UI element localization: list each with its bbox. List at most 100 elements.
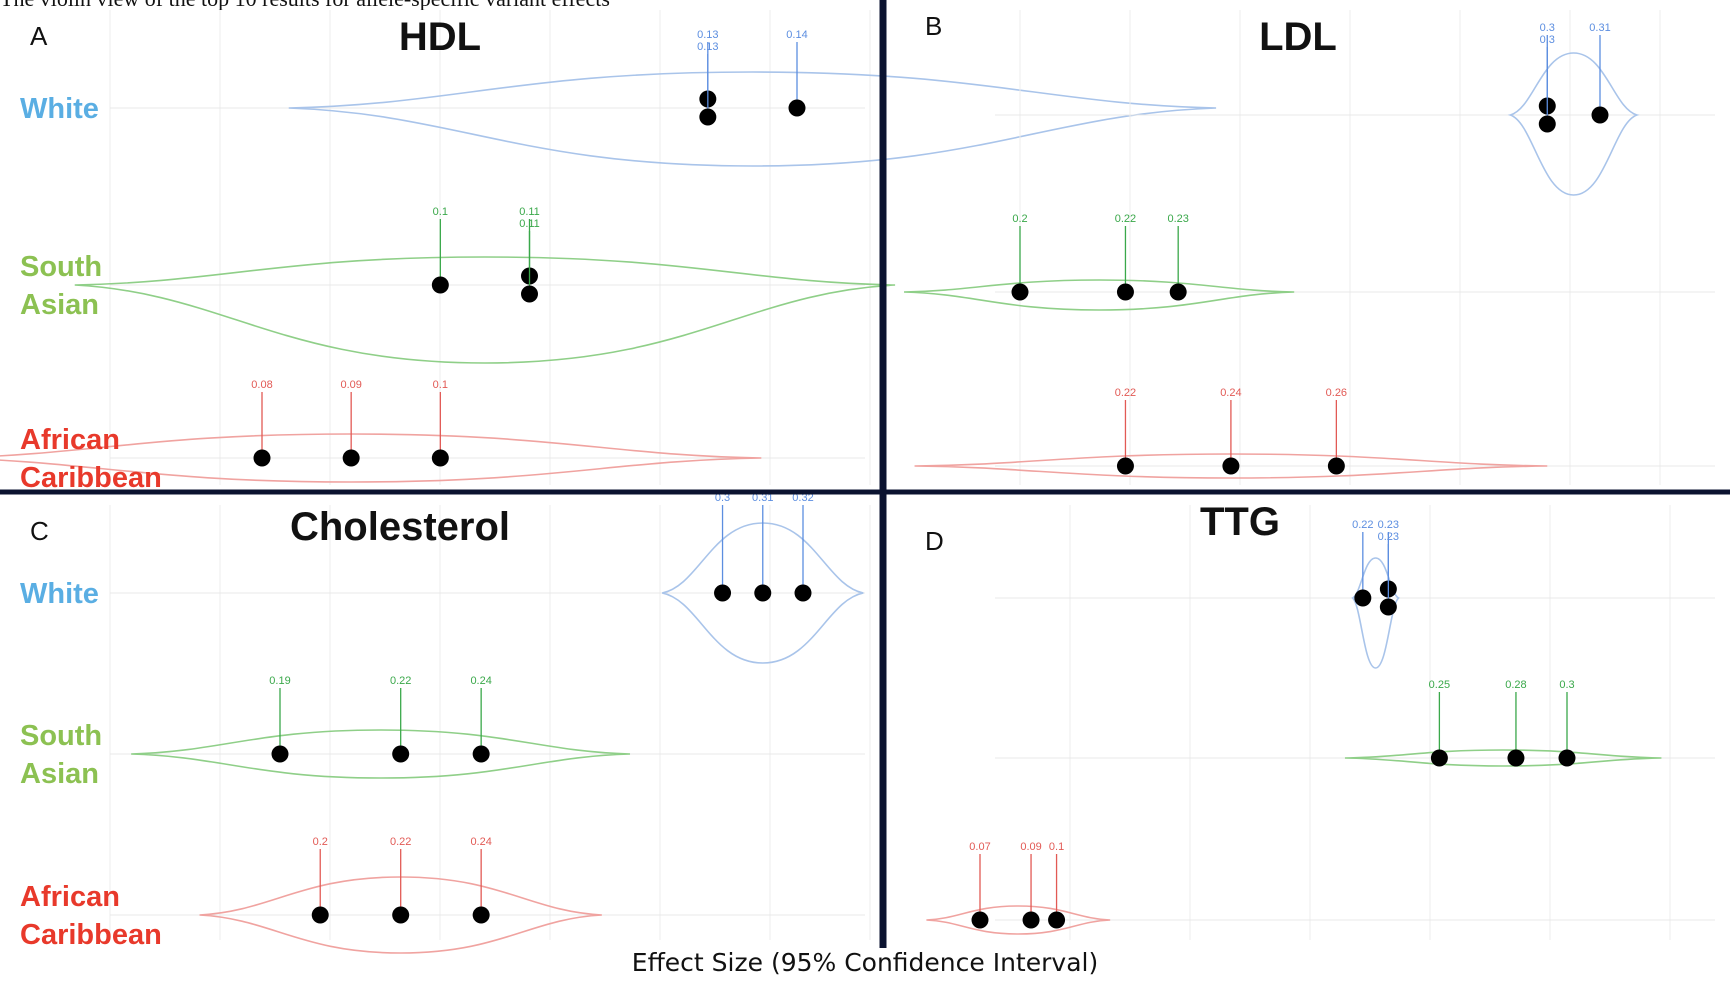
row-label-white: White [20,93,99,125]
data-label: 0.22 [1352,519,1373,531]
data-label: 0.28 [1505,679,1526,691]
row-label-south-asian: Asian [20,758,99,790]
data-point [1538,115,1556,133]
data-point [1048,911,1066,929]
data-point [1430,749,1448,767]
data-label: 0.1 [433,206,448,218]
data-label: 0.13 [697,29,718,41]
data-label: 0.13 [697,41,718,53]
data-point [699,108,717,126]
panel-letter: A [30,21,48,51]
data-label: 0.09 [1020,841,1041,853]
data-point [521,285,538,303]
panel-D: D TTG 0.22 0.230.23 0.25 0.28 0.3 0.07 0.09 0.1 [925,500,1715,940]
data-label: 0.1 [433,379,448,391]
data-label: 0.23 [1167,213,1188,225]
violin-african-caribbean [199,876,602,954]
panel-letter: B [925,11,942,41]
data-point [1116,457,1134,475]
data-point [794,584,812,602]
violin-white [1351,557,1401,669]
data-label: 0.22 [1115,213,1136,225]
row-label-african-caribbean: Caribbean [20,919,162,951]
data-label: 0.23 [1378,531,1399,543]
row-label-african-caribbean: Caribbean [20,462,162,494]
data-label: 0.23 [1378,519,1399,531]
data-label: 0.24 [470,675,491,687]
data-label: 0.26 [1326,387,1347,399]
data-label: 0.31 [1589,22,1610,34]
panel-B: B LDL 0.30.3 0.31 0.2 0.22 0.23 0.22 0.24 0.26 [903,10,1715,485]
panel-letter: D [925,526,944,556]
data-label: 0.14 [786,29,807,41]
data-point [253,449,271,467]
row-label-south-asian: South [20,251,102,283]
violin-african-caribbean [914,453,1548,479]
data-point [1591,106,1609,124]
data-point [342,449,360,467]
data-point [1169,283,1187,301]
violin-white [662,522,864,664]
data-point [431,276,449,294]
data-label: 0.22 [1115,387,1136,399]
data-label: 0.25 [1429,679,1450,691]
data-point [271,745,289,763]
row-label-african-caribbean: African [20,881,120,913]
data-label: 0.07 [969,841,990,853]
data-point [431,449,449,467]
data-point [1354,589,1372,607]
panel-C: C Cholesterol 0.3 0.31 0.32 White 0.19 0.22 0.24… [20,492,871,954]
data-label: 0.08 [251,379,272,391]
data-label: 0.24 [470,836,491,848]
row-label-south-asian: Asian [20,289,99,321]
data-label: 0.19 [269,675,290,687]
panel-title: LDL [1259,15,1337,59]
data-point [971,911,989,929]
violin-south-asian [903,279,1295,311]
data-label: 0.32 [792,492,813,504]
panel-letter: C [30,516,49,546]
data-label: 0.11 [519,218,540,230]
panel-title: HDL [399,15,481,59]
data-point [714,584,732,602]
data-point [311,906,329,924]
panel-title: TTG [1200,500,1280,544]
figure-caption-fragment: The violin view of the top 10 results fo… [0,0,1730,10]
data-point [754,584,772,602]
data-label: 0.3 [1559,679,1574,691]
violin-white [1507,52,1640,196]
data-point [392,906,410,924]
data-label: 0.2 [313,836,328,848]
row-label-african-caribbean: African [20,424,120,456]
violin-african-caribbean [926,905,1111,935]
data-point [1507,749,1525,767]
violin-south-asian [74,256,896,364]
data-point [1379,598,1397,616]
data-label: 0.3 [1540,22,1555,34]
data-point [392,745,410,763]
data-label: 0.3 [1540,34,1555,46]
data-point [1558,749,1576,767]
data-label: 0.09 [340,379,361,391]
data-label: 0.1 [1049,841,1064,853]
data-label: 0.11 [519,206,540,218]
data-point [1327,457,1345,475]
row-label-south-asian: South [20,720,102,752]
data-label: 0.24 [1220,387,1241,399]
data-label: 0.3 [715,492,730,504]
data-label: 0.31 [752,492,773,504]
data-point [1222,457,1240,475]
data-label: 0.2 [1012,213,1027,225]
row-label-white: White [20,578,99,610]
data-label: 0.22 [390,836,411,848]
data-point [1011,283,1029,301]
data-label: 0.22 [390,675,411,687]
panel-title: Cholesterol [290,505,510,549]
x-axis-label: Effect Size (95% Confidence Interval) [631,948,1099,977]
data-point [472,745,490,763]
data-point [1116,283,1134,301]
violin-white [288,71,1217,167]
data-point [788,99,806,117]
violin-south-asian [131,729,631,779]
